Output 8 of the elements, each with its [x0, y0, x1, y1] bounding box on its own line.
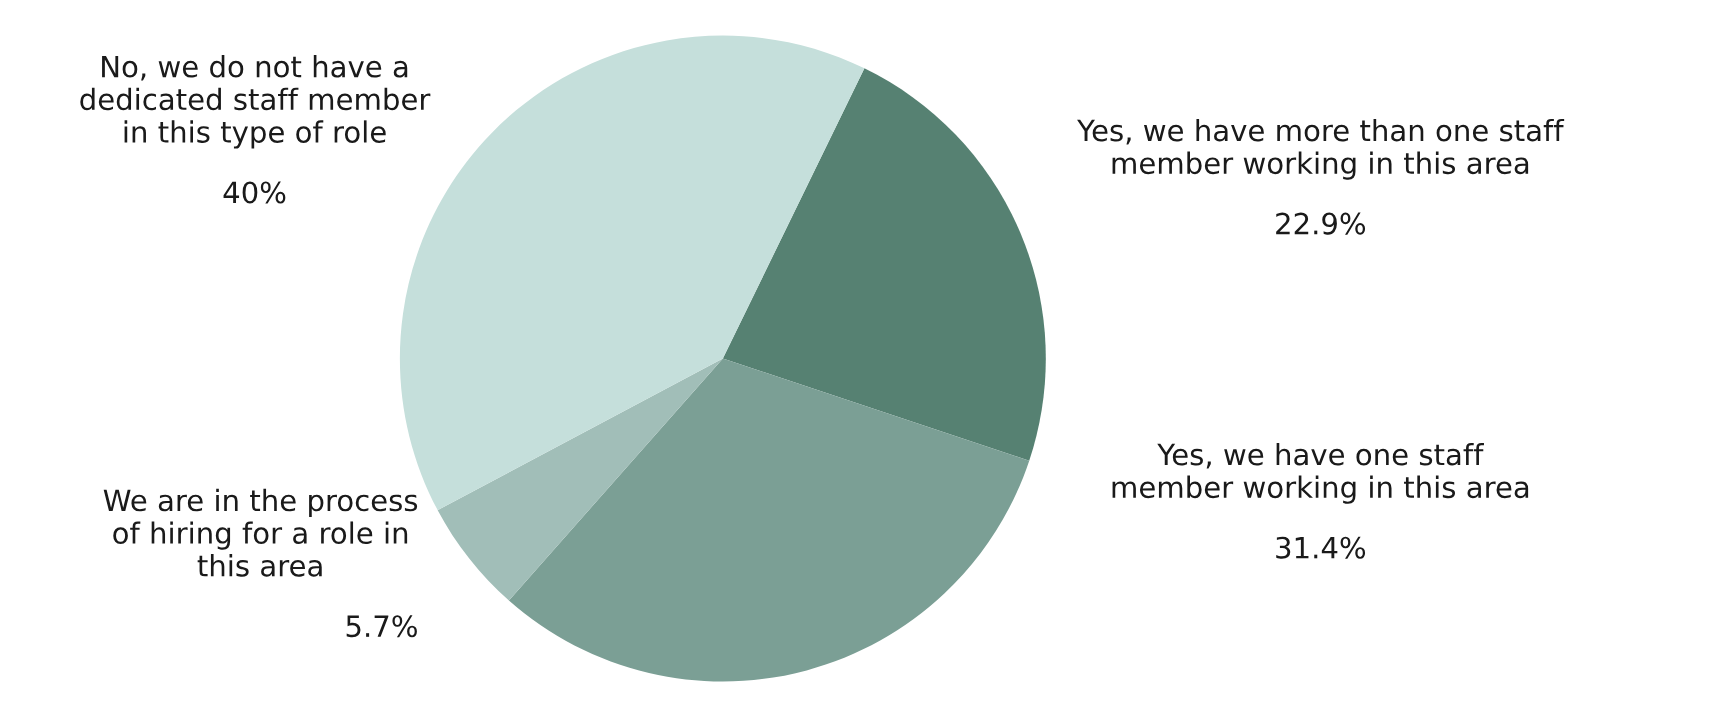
data-label: 40%: [223, 181, 286, 204]
data-label: 22.9%: [1276, 212, 1366, 235]
data-label: 5.7%: [346, 615, 417, 638]
slice-label: Yes, we have one staff member working in this area: [1112, 442, 1529, 504]
slice-label: No, we do not have a dedicated staff member in this type of role: [80, 55, 431, 149]
slice-label: Yes, we have more than one staff member working in this area: [1077, 118, 1565, 180]
slice-label: We are in the process of hiring for a role in this area: [103, 488, 418, 577]
data-label: 31.4%: [1276, 536, 1366, 559]
